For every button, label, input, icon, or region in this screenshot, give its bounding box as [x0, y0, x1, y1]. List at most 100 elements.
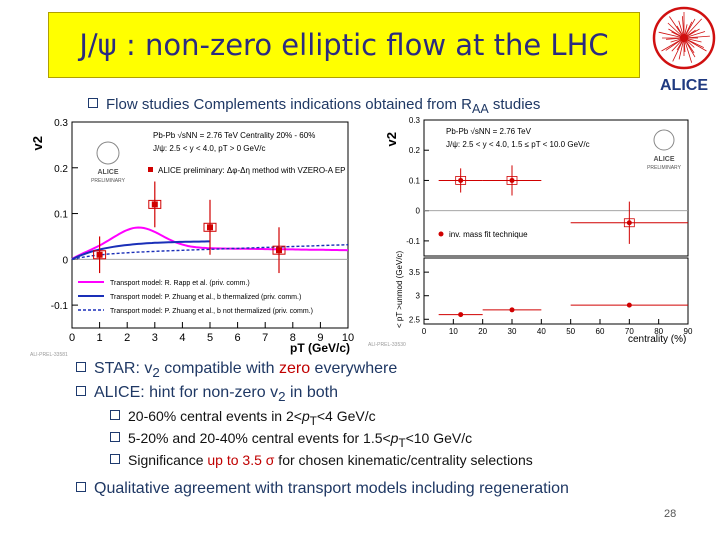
- qualitative-text: Qualitative agreement with transport mod…: [94, 480, 569, 497]
- left-x-tick: 5: [207, 332, 213, 344]
- right-y-axis-label: v2: [384, 132, 399, 146]
- left-x-tick: 4: [179, 332, 185, 344]
- sub-bullet-2: 5-20% and 20-40% central events for 1.5<…: [110, 430, 472, 450]
- sub1-italic: p: [301, 408, 310, 424]
- left-series-label: ALICE preliminary: Δφ-Δη method with VZE…: [158, 166, 346, 175]
- sub1-text: 20-60% central events in 2<: [128, 408, 302, 424]
- alice-text: ALICE: hint for non-zero v: [94, 384, 279, 401]
- left-y-tick: 0.2: [54, 164, 68, 175]
- right-series-label: inv. mass fit technique: [449, 230, 528, 239]
- sub2-post: <10 GeV/c: [405, 430, 473, 446]
- bullet-alice: ALICE: hint for non-zero v2 in both: [76, 384, 338, 404]
- left-x-tick: 10: [342, 332, 354, 344]
- star-mid: compatible with: [159, 360, 279, 377]
- slide-title: J/ψ : non-zero elliptic flow at the LHC: [79, 28, 609, 62]
- left-x-axis-label: pT (GeV/c): [290, 341, 350, 355]
- flow-text-post: studies: [488, 96, 541, 113]
- right-x-tick: 90: [684, 327, 693, 336]
- right-y-tick-top: 0.1: [409, 176, 421, 185]
- curve-zhuang-not-thermalized: [71, 244, 349, 260]
- left-header: Pb-Pb √sNN = 2.76 TeV Centrality 20% - 6…: [148, 131, 346, 175]
- right-x-tick: 40: [537, 327, 546, 336]
- right-header: Pb-Pb √sNN = 2.76 TeV J/ψ: 2.5 < y < 4.0…: [446, 127, 590, 149]
- page-number: 28: [664, 508, 677, 520]
- left-y-tick: 0.3: [54, 118, 68, 129]
- sub3-text: Significance: [128, 452, 208, 468]
- right-y-tick-bottom: 3.5: [409, 268, 421, 277]
- alice-logo: ALICE: [652, 6, 716, 94]
- bullet-box-icon: [88, 98, 98, 109]
- right-data-point-top: [626, 220, 632, 226]
- left-x-tick: 9: [317, 332, 323, 344]
- right-x-tick: 30: [508, 327, 517, 336]
- right-alice-badge: ALICE PRELIMINARY: [647, 129, 682, 171]
- star-highlight: zero: [278, 360, 311, 377]
- sub-bullet-3: Significance up to 3.5 σ for chosen kine…: [110, 452, 533, 468]
- alice-sub: 2: [278, 389, 286, 405]
- left-x-tick: 7: [262, 332, 268, 344]
- right-x-axis-label: centrality (%): [628, 334, 686, 345]
- title-banner: J/ψ : non-zero elliptic flow at the LHC: [48, 12, 640, 78]
- alice-post: in both: [285, 384, 338, 401]
- right-data-point-top: [458, 177, 464, 183]
- left-data-point: [151, 201, 158, 208]
- sub1-sub: T: [309, 414, 317, 428]
- sub1-post: <4 GeV/c: [316, 408, 376, 424]
- left-alice-badge: ALICE PRELIMINARY: [91, 141, 126, 184]
- logo-text: ALICE: [660, 77, 708, 94]
- right-y-tick-bottom: 3: [416, 292, 421, 301]
- left-x-tick: 8: [290, 332, 296, 344]
- sub3-highlight: up to 3.5: [207, 452, 262, 468]
- right-header-line2: J/ψ: 2.5 < y < 4.0, 1.5 ≤ pT < 10.0 GeV/…: [446, 140, 590, 149]
- left-x-tick: 3: [152, 332, 158, 344]
- legend-zhuang-nontherm: Transport model: P. Zhuang et al., b not…: [110, 308, 313, 315]
- left-data-point: [276, 247, 282, 254]
- right-data-point-top: [509, 177, 515, 183]
- sub2-italic: p: [390, 430, 399, 446]
- sub2-text: 5-20% and 20-40% central events for 1.5<: [128, 430, 391, 446]
- svg-text:ALICE: ALICE: [654, 156, 675, 163]
- left-x-tick: 6: [235, 332, 241, 344]
- left-y-tick: 0.1: [54, 210, 68, 221]
- bullet-flow-studies: Flow studies Complements indications obt…: [88, 96, 540, 116]
- svg-text:PRELIMINARY: PRELIMINARY: [647, 165, 681, 171]
- left-legend: Transport model: R. Rapp et al. (priv. c…: [78, 280, 313, 315]
- bullet-qualitative: Qualitative agreement with transport mod…: [76, 480, 569, 498]
- svg-text:PRELIMINARY: PRELIMINARY: [91, 178, 125, 184]
- right-x-tick: 0: [422, 327, 427, 336]
- legend-rapp: Transport model: R. Rapp et al. (priv. c…: [110, 280, 250, 287]
- right-x-tick: 70: [625, 327, 634, 336]
- bullet-star: STAR: v2 compatible with zero everywhere: [76, 360, 397, 380]
- left-x-tick: 1: [97, 332, 103, 344]
- left-data-point: [96, 251, 103, 258]
- left-header-line1: Pb-Pb √sNN = 2.76 TeV Centrality 20% - 6…: [153, 131, 315, 140]
- bullet-box-icon: [110, 432, 120, 443]
- left-header-line2: J/ψ: 2.5 < y < 4.0, pT > 0 GeV/c: [153, 144, 266, 153]
- flow-sub: AA: [472, 102, 489, 116]
- bullet-box-icon: [76, 481, 86, 492]
- right-x-tick: 80: [654, 327, 663, 336]
- flow-text: Flow studies Complements indications obt…: [106, 96, 472, 113]
- left-y-axis-label: v2: [30, 136, 45, 150]
- right-x-tick: 10: [449, 327, 458, 336]
- legend-zhuang-therm: Transport model: P. Zhuang et al., b the…: [110, 294, 301, 301]
- sub-bullet-1: 20-60% central events in 2<pT<4 GeV/c: [110, 408, 376, 428]
- right-data-point-bottom: [626, 302, 632, 308]
- right-x-tick: 20: [478, 327, 487, 336]
- right-data-point-bottom: [509, 307, 515, 313]
- star-post: everywhere: [310, 360, 398, 377]
- right-data-point-bottom: [458, 312, 464, 318]
- left-v2-vs-pt-plot: v2 0.3 0.2 0.1 0 -0.1 0 1 2 3 4 5 6 7 8 9 10 Pb-Pb √sN…: [30, 118, 354, 358]
- right-x-tick: 60: [596, 327, 605, 336]
- bullet-box-icon: [110, 410, 120, 421]
- svg-text:ALICE: ALICE: [98, 169, 119, 176]
- right-y-tick-top: -0.1: [406, 237, 420, 246]
- left-x-tick: 2: [124, 332, 130, 344]
- right-header-line1: Pb-Pb √sNN = 2.76 TeV: [446, 127, 532, 136]
- right-x-tick: 50: [566, 327, 575, 336]
- left-x-tick: 0: [69, 332, 75, 344]
- right-footnote: ALI-PREL-33530: [368, 342, 406, 348]
- right-y-tick-top: 0: [416, 207, 421, 216]
- right-y-tick-top: 0.2: [409, 146, 421, 155]
- right-y-axis-label-bottom: < pT >unmod (GeV/c): [395, 250, 404, 328]
